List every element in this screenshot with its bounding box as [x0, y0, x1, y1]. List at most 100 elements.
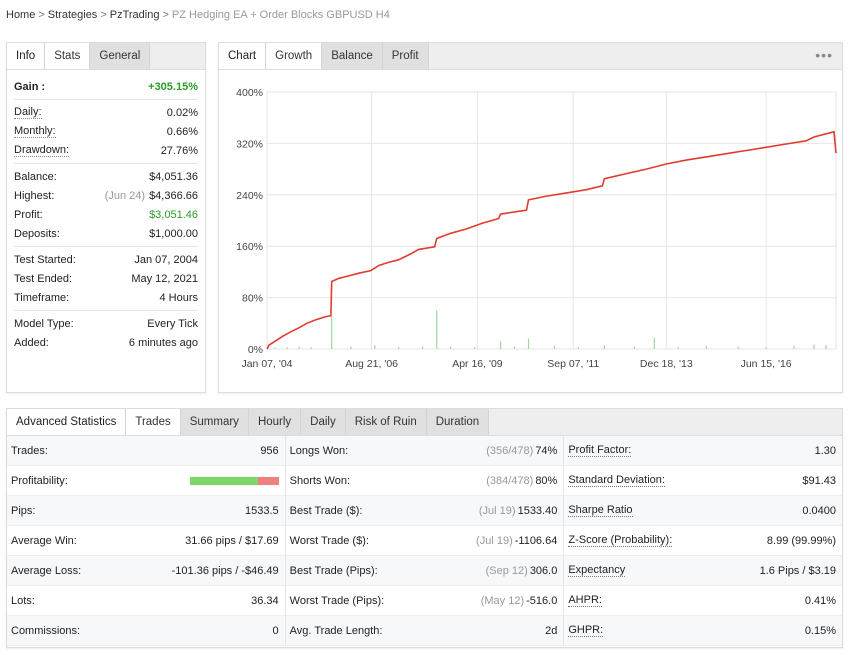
- stat-date: (Sep 12): [485, 564, 528, 577]
- stat-value: -1106.64: [514, 534, 558, 547]
- highest-value: $4,366.66: [149, 189, 198, 202]
- chart-menu-icon[interactable]: •••: [815, 47, 833, 63]
- info-panel: Info Stats General Gain : +305.15% Daily…: [6, 42, 206, 393]
- tab-risk-of-ruin[interactable]: Risk of Ruin: [345, 409, 427, 435]
- trade-volume-bar: [422, 346, 424, 349]
- stat-label[interactable]: Profit Factor:: [568, 444, 632, 457]
- drawdown-label[interactable]: Drawdown:: [14, 144, 70, 157]
- stat-label[interactable]: Z-Score (Probability):: [568, 534, 673, 547]
- stat-value-wrap: (May 12) -516.0: [481, 595, 558, 607]
- stat-row-shorts-won: Shorts Won: (384/478) 80%: [285, 466, 564, 496]
- breadcrumb-home-link[interactable]: Home: [6, 9, 36, 21]
- monthly-row: Monthly: 0.66%: [14, 122, 198, 141]
- growth-chart: 0% 80% 160% 240% 320% 400% Jan 07, '04 Aug 21, …: [236, 87, 837, 370]
- tab-stats[interactable]: Stats: [45, 43, 91, 69]
- stat-value-wrap: 0.0400: [802, 505, 836, 517]
- tab-advanced-statistics[interactable]: Advanced Statistics: [7, 409, 127, 435]
- stat-value: 956: [260, 444, 279, 457]
- stat-value-wrap: 1.30: [815, 445, 836, 457]
- breadcrumb-separator: >: [38, 9, 45, 21]
- breadcrumb-strategies-link[interactable]: Strategies: [47, 9, 98, 21]
- tab-summary[interactable]: Summary: [180, 409, 249, 435]
- y-tick-label: 240%: [236, 190, 263, 202]
- chart-tabbar: Chart Growth Balance Profit •••: [219, 43, 842, 70]
- deposits-value: $1,000.00: [149, 227, 198, 240]
- stat-label: Worst Trade (Pips):: [289, 594, 385, 607]
- stat-label[interactable]: Standard Deviation:: [568, 474, 665, 487]
- x-tick-label: Aug 21, '06: [345, 358, 398, 370]
- stat-label: Best Trade ($):: [289, 504, 363, 517]
- trade-volume-bar: [553, 345, 556, 349]
- profitability-bar: [189, 476, 279, 485]
- model-label: Model Type:: [14, 317, 74, 330]
- stat-value: 1533.5: [245, 504, 279, 517]
- stat-row-worst-trade: Worst Trade ($): (Jul 19) -1106.64: [285, 526, 564, 556]
- test-started-value: Jan 07, 2004: [134, 253, 198, 266]
- tab-hourly[interactable]: Hourly: [248, 409, 302, 435]
- trade-volume-bar: [677, 347, 679, 349]
- profitability-won-segment: [189, 476, 259, 485]
- stat-row-longs-won: Longs Won: (356/478) 74%: [285, 436, 564, 466]
- timeframe-row: Timeframe: 4 Hours: [14, 288, 198, 307]
- tab-info[interactable]: Info: [7, 43, 46, 69]
- tab-trades[interactable]: Trades: [126, 409, 181, 435]
- stat-date: (Jul 19): [476, 534, 513, 547]
- stat-label[interactable]: Sharpe Ratio: [568, 504, 633, 517]
- stat-label[interactable]: GHPR:: [568, 624, 604, 637]
- added-value: 6 minutes ago: [128, 336, 198, 349]
- tab-duration[interactable]: Duration: [426, 409, 490, 435]
- highest-date: (Jun 24): [104, 189, 146, 202]
- trade-volume-bar: [298, 346, 300, 349]
- stat-row-pips: Pips: 1533.5: [7, 496, 285, 526]
- y-tick-label: 320%: [236, 138, 263, 150]
- stat-label[interactable]: Expectancy: [568, 564, 626, 577]
- x-tick-label: Apr 16, '09: [452, 358, 503, 370]
- tab-chart[interactable]: Chart: [219, 43, 267, 69]
- stat-value: 1533.40: [517, 504, 558, 517]
- tab-balance[interactable]: Balance: [322, 43, 383, 69]
- timeframe-label: Timeframe:: [14, 291, 70, 304]
- stat-value: 2d: [545, 624, 558, 637]
- stat-row-standard-deviation: Standard Deviation: $91.43: [564, 466, 843, 496]
- breadcrumb-separator: >: [162, 9, 169, 21]
- y-tick-label: 0%: [248, 344, 263, 356]
- trade-volume-bar: [398, 347, 400, 349]
- stat-label: Lots:: [11, 594, 35, 607]
- stat-value-wrap: $91.43: [802, 475, 836, 487]
- breadcrumb-separator: >: [100, 9, 107, 21]
- breadcrumb: Home > Strategies > PzTrading > PZ Hedging EA …: [6, 9, 390, 21]
- tab-growth[interactable]: Growth: [266, 43, 323, 69]
- trade-volume-bar: [633, 346, 635, 349]
- daily-label[interactable]: Daily:: [14, 106, 42, 119]
- stat-row-best-trade-pips: Best Trade (Pips): (Sep 12) 306.0: [285, 556, 564, 586]
- stat-label: Longs Won:: [289, 444, 349, 457]
- stat-value-wrap: (384/478) 80%: [486, 475, 557, 487]
- trade-volume-bar: [705, 345, 707, 349]
- stat-value: 31.66 pips / $17.69: [185, 534, 279, 547]
- stat-row-ghpr: GHPR: 0.15%: [564, 616, 843, 646]
- tab-profit[interactable]: Profit: [382, 43, 429, 69]
- stats-column-2: Longs Won: (356/478) 74% Shorts Won: (384/47…: [285, 436, 565, 646]
- monthly-label[interactable]: Monthly:: [14, 125, 56, 138]
- stat-value: 306.0: [529, 564, 558, 577]
- growth-series-line: [266, 130, 837, 350]
- highest-label: Highest:: [14, 189, 55, 202]
- stat-date: (356/478): [486, 444, 534, 457]
- test-started-row: Test Started: Jan 07, 2004: [14, 250, 198, 269]
- x-tick-label: Sep 07, '11: [547, 358, 599, 370]
- monthly-value: 0.66%: [166, 125, 198, 138]
- stats-column-3: Profit Factor: 1.30 Standard Deviation: $91…: [564, 436, 843, 646]
- stat-value: -516.0: [526, 594, 558, 607]
- tab-daily[interactable]: Daily: [301, 409, 346, 435]
- trade-volume-bar: [577, 347, 580, 349]
- breadcrumb-owner-link[interactable]: PzTrading: [109, 9, 160, 21]
- model-value: Every Tick: [147, 317, 198, 330]
- trade-volume-bar: [436, 310, 438, 349]
- stat-label: Average Win:: [11, 534, 77, 547]
- x-tick-label: Dec 18, '13: [640, 358, 693, 370]
- deposits-label: Deposits:: [14, 227, 60, 240]
- gain-value: +305.15%: [148, 80, 198, 93]
- stat-label[interactable]: AHPR:: [568, 594, 602, 607]
- tab-general[interactable]: General: [90, 43, 151, 69]
- stat-value: 8.99 (99.99%): [766, 534, 837, 547]
